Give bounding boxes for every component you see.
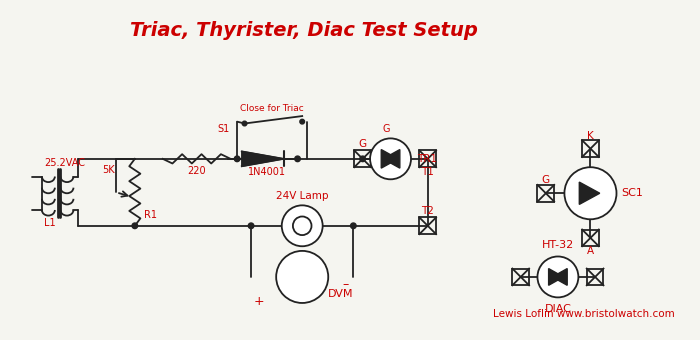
Text: R1: R1: [144, 210, 157, 220]
Bar: [582, 230, 598, 246]
Circle shape: [132, 223, 138, 228]
Text: K: K: [587, 131, 594, 141]
Text: G: G: [358, 139, 367, 149]
Bar: [582, 140, 598, 157]
Circle shape: [276, 251, 328, 303]
Polygon shape: [241, 151, 284, 166]
Bar: [512, 269, 529, 285]
Bar: [419, 217, 436, 234]
Polygon shape: [549, 269, 564, 285]
Circle shape: [538, 256, 578, 298]
Text: meter: meter: [294, 260, 311, 266]
Text: DVM: DVM: [328, 289, 354, 299]
Polygon shape: [580, 182, 600, 204]
Text: Close for Triac: Close for Triac: [240, 104, 304, 113]
Text: 25.2VAC: 25.2VAC: [45, 158, 85, 169]
Text: T2: T2: [421, 206, 434, 216]
Text: 220: 220: [188, 166, 206, 176]
Text: Triac, Thyrister, Diac Test Setup: Triac, Thyrister, Diac Test Setup: [130, 21, 478, 40]
Text: –: –: [343, 278, 349, 291]
Circle shape: [234, 156, 240, 162]
Circle shape: [351, 223, 356, 228]
Bar: [354, 151, 371, 167]
Text: A: A: [587, 246, 594, 256]
Circle shape: [370, 138, 411, 179]
Circle shape: [295, 156, 300, 162]
Circle shape: [360, 156, 365, 162]
Text: S1: S1: [218, 124, 230, 134]
Text: 5K: 5K: [102, 165, 115, 175]
Circle shape: [242, 121, 247, 126]
Bar: [419, 151, 436, 167]
Bar: [538, 185, 554, 202]
Bar: [587, 269, 603, 285]
Text: HT-32: HT-32: [542, 240, 574, 250]
Text: 1N4001: 1N4001: [248, 167, 286, 177]
Text: +: +: [253, 294, 264, 308]
Text: T1: T1: [421, 167, 434, 177]
Polygon shape: [552, 269, 567, 285]
Text: 24V Lamp: 24V Lamp: [276, 191, 328, 201]
Polygon shape: [383, 150, 400, 168]
Text: DIAC: DIAC: [545, 304, 571, 313]
Text: Lewis Loflin www.bristolwatch.com: Lewis Loflin www.bristolwatch.com: [493, 309, 675, 319]
Text: L1: L1: [44, 218, 56, 228]
Polygon shape: [382, 150, 398, 168]
Circle shape: [300, 119, 304, 124]
Text: SC1: SC1: [621, 188, 643, 198]
Text: TR1: TR1: [416, 154, 437, 164]
Text: G: G: [542, 175, 550, 185]
Circle shape: [564, 167, 617, 219]
Circle shape: [248, 223, 254, 228]
Text: G: G: [382, 124, 390, 134]
Circle shape: [281, 205, 323, 246]
